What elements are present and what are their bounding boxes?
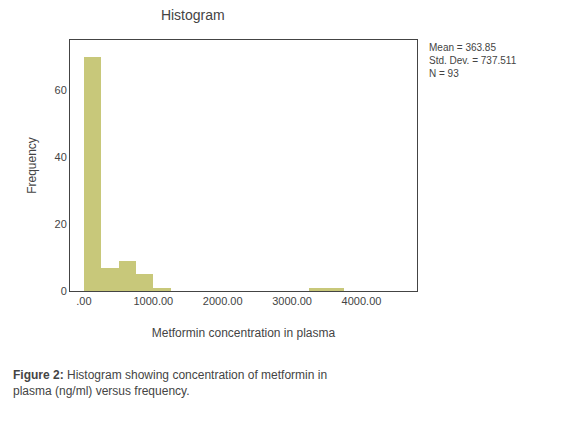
svg-text:Metformin concentration in pla: Metformin concentration in plasma	[152, 326, 336, 340]
svg-text:60: 60	[55, 84, 67, 96]
svg-text:4000.00: 4000.00	[342, 295, 382, 307]
svg-text:2000.00: 2000.00	[203, 295, 243, 307]
svg-text:Histogram: Histogram	[161, 7, 225, 23]
svg-text:3000.00: 3000.00	[272, 295, 312, 307]
svg-text:Figure 2: Histogram showing co: Figure 2: Histogram showing concentratio…	[13, 368, 327, 398]
svg-text:1000.00: 1000.00	[133, 295, 173, 307]
svg-text:20: 20	[55, 218, 67, 230]
svg-text:.00: .00	[76, 295, 91, 307]
svg-text:0: 0	[61, 285, 67, 297]
svg-text:Mean = 363.85Std. Dev. = 737.5: Mean = 363.85Std. Dev. = 737.511N = 93	[429, 42, 517, 79]
svg-text:Frequency: Frequency	[25, 137, 39, 194]
svg-text:40: 40	[55, 151, 67, 163]
